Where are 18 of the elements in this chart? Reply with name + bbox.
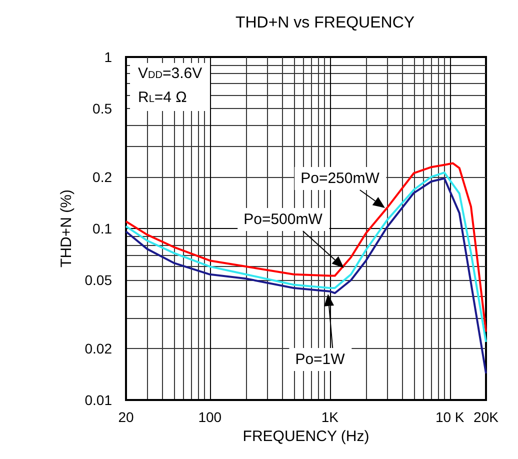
y-tick-label: 0.2 [92,168,112,185]
x-tick-label: 1K [321,409,340,425]
annotation: Po=250mW [300,170,380,187]
annotation: Po=500mW [244,211,324,228]
y-tick-label: 0.5 [92,100,112,117]
annotation: Po=1W [295,351,346,368]
y-tick-label: 1 [104,49,112,65]
y-tick-label: 0.02 [84,340,112,356]
y-tick-label: 0.05 [84,272,112,288]
y-tick-label: 0.01 [84,392,112,408]
x-axis-title: FREQUENCY (Hz) [242,428,370,445]
chart-title: THD+N vs FREQUENCY [235,14,415,32]
x-tick-label: 20 [118,409,134,425]
x-tick-label: 100 [198,409,222,425]
x-tick-label: 20K [474,409,500,425]
y-tick-label: 0.1 [92,220,112,236]
y-axis-title: THD+N (%) [58,190,75,268]
x-tick-label: 10 K [435,409,465,425]
